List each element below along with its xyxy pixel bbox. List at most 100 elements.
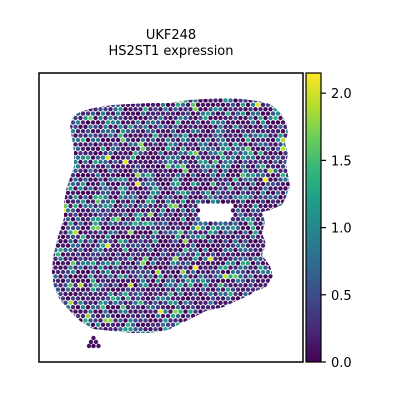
expression-spot — [153, 212, 158, 217]
expression-spot — [163, 230, 168, 235]
expression-spot — [143, 186, 148, 191]
expression-spot — [46, 243, 50, 247]
expression-spot — [268, 195, 273, 200]
expression-spot — [198, 318, 203, 323]
expression-spot — [65, 322, 71, 327]
expression-spot — [83, 283, 88, 288]
expression-spot — [200, 102, 206, 108]
expression-spot — [280, 98, 286, 99]
expression-spot — [138, 283, 143, 288]
expression-spot — [68, 124, 73, 129]
expression-spot — [65, 164, 71, 169]
expression-spot — [203, 274, 208, 279]
expression-spot — [190, 261, 196, 266]
expression-spot — [46, 155, 50, 159]
expression-spot — [220, 181, 226, 187]
expression-spot — [52, 269, 56, 275]
expression-spot — [228, 159, 233, 165]
expression-spot — [78, 239, 83, 244]
expression-spot — [138, 98, 143, 103]
expression-spot — [46, 226, 50, 230]
expression-spot — [283, 203, 288, 209]
expression-spot — [158, 318, 163, 323]
expression-spot — [88, 274, 93, 279]
expression-spot — [133, 133, 138, 138]
expression-spot — [98, 177, 103, 182]
expression-spot — [113, 124, 118, 129]
expression-spot — [145, 313, 151, 319]
expression-spot — [78, 221, 83, 226]
expression-spot — [245, 137, 251, 143]
expression-spot — [125, 190, 131, 195]
expression-spot — [250, 146, 256, 151]
expression-spot — [46, 111, 50, 115]
expression-spot — [93, 98, 98, 103]
expression-spot — [170, 111, 176, 116]
expression-spot — [168, 239, 173, 244]
expression-spot — [178, 265, 183, 270]
expression-spot — [260, 111, 266, 116]
expression-spot — [170, 98, 176, 99]
expression-spot — [225, 146, 231, 151]
expression-spot — [278, 318, 283, 323]
expression-spot — [173, 291, 178, 297]
expression-spot — [80, 296, 86, 301]
expression-spot — [160, 208, 166, 213]
expression-spot — [190, 278, 196, 283]
expression-spot — [280, 155, 286, 160]
expression-spot — [138, 168, 143, 173]
expression-spot — [140, 234, 146, 239]
expression-spot — [175, 296, 181, 301]
expression-spot — [155, 234, 161, 239]
expression-spot — [265, 98, 271, 99]
expression-spot — [128, 283, 133, 288]
expression-spot — [185, 261, 191, 266]
expression-spot — [78, 124, 83, 129]
expression-spot — [60, 98, 66, 99]
expression-spot — [245, 208, 251, 213]
expression-spot — [103, 203, 108, 209]
expression-spot — [168, 133, 173, 138]
expression-spot — [52, 322, 56, 327]
expression-spot — [275, 225, 281, 231]
expression-spot — [143, 133, 148, 138]
expression-spot — [180, 102, 186, 108]
expression-spot — [138, 203, 143, 209]
expression-spot — [225, 225, 231, 231]
expression-spot — [265, 252, 271, 257]
expression-spot — [118, 159, 123, 165]
expression-spot — [240, 181, 246, 187]
expression-spot — [135, 208, 141, 213]
expression-spot — [123, 318, 128, 323]
expression-spot — [203, 115, 208, 121]
expression-spot — [170, 322, 176, 327]
expression-spot — [155, 102, 161, 108]
expression-spot — [108, 327, 113, 332]
expression-spot — [73, 300, 78, 305]
expression-spot — [243, 124, 248, 129]
expression-spot — [100, 190, 106, 195]
expression-spot — [215, 181, 221, 187]
expression-spot — [55, 252, 61, 257]
expression-spot — [230, 313, 236, 319]
expression-spot — [250, 234, 256, 239]
expression-spot — [208, 274, 213, 279]
expression-spot — [278, 265, 283, 270]
expression-spot — [228, 115, 233, 121]
expression-spot — [265, 243, 271, 248]
expression-spot — [130, 164, 136, 169]
expression-spot — [168, 186, 173, 191]
expression-spot — [235, 199, 241, 204]
expression-spot — [170, 305, 176, 310]
expression-spot — [218, 159, 223, 165]
expression-spot — [218, 186, 223, 191]
expression-spot — [53, 177, 58, 182]
expression-spot — [210, 102, 216, 108]
expression-spot — [223, 221, 228, 226]
expression-spot — [103, 247, 108, 253]
expression-spot — [238, 168, 243, 173]
expression-spot — [223, 98, 228, 103]
expression-spot — [285, 111, 290, 116]
expression-spot — [288, 283, 290, 288]
expression-spot — [183, 142, 188, 147]
